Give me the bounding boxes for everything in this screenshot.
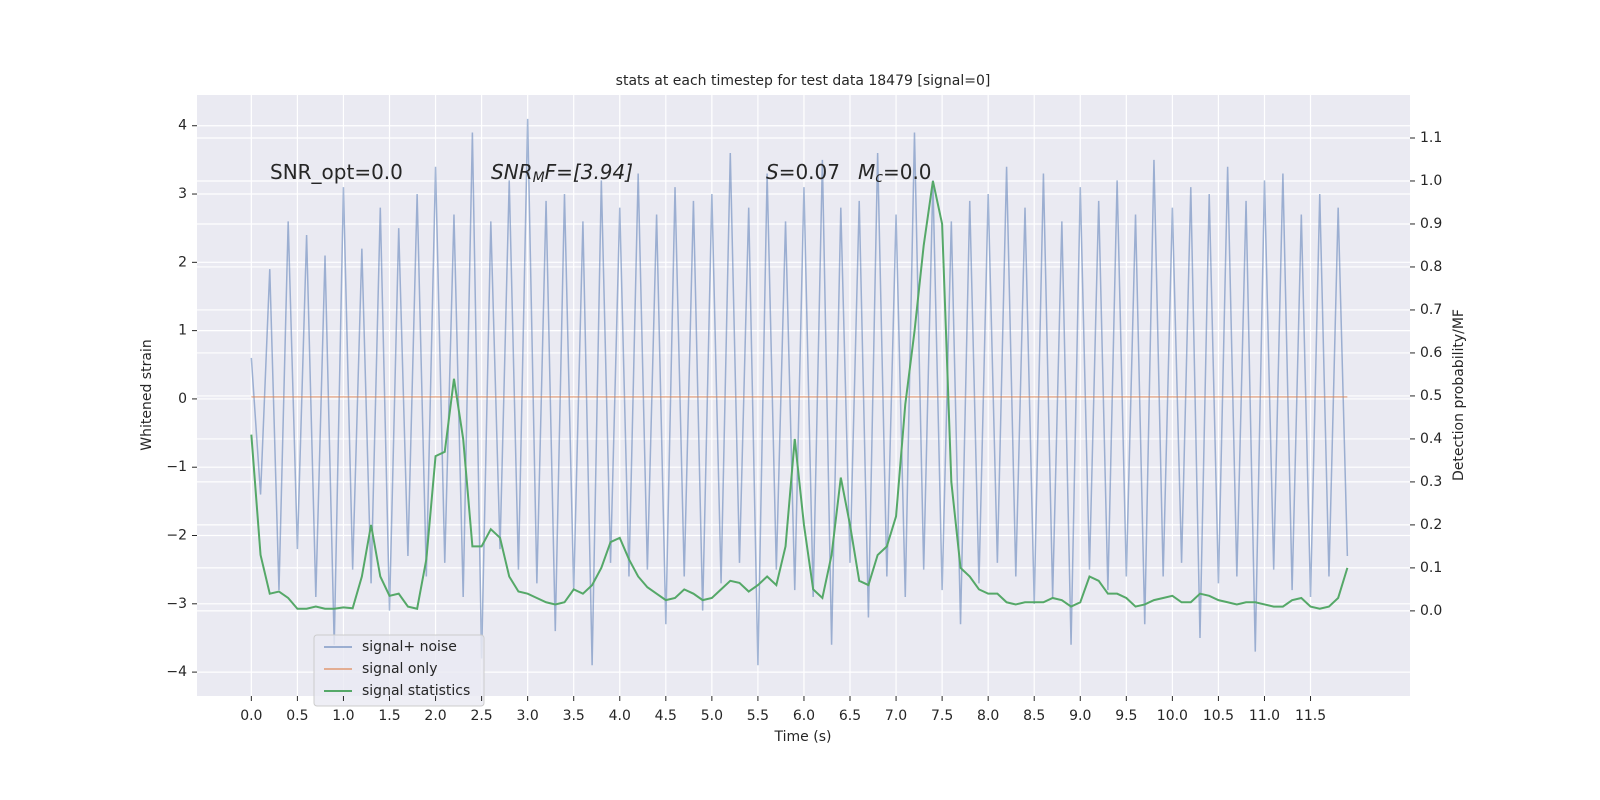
x-tick-label: 5.0 [701,708,723,724]
annotation-part: F=[3.94] [545,160,633,184]
x-tick-label: 7.0 [885,708,907,724]
y-axis-label: Whitened strain [139,339,155,450]
annotation-part: M [533,170,545,186]
y-tick-label: −2 [166,528,187,544]
x-tick-label: 7.5 [931,708,953,724]
x-tick-label: 10.5 [1203,708,1234,724]
x-tick-label: 8.5 [1023,708,1045,724]
annotation-part: SNR [491,160,533,184]
annotation-part: SNR_opt=0.0 [270,160,403,184]
x-tick-label: 3.5 [563,708,585,724]
x-tick-label: 11.0 [1249,708,1280,724]
y2-tick-label: 0.8 [1420,259,1442,275]
x-tick-label: 4.5 [655,708,677,724]
x-tick-label: 3.0 [517,708,539,724]
x-tick-label: 0.5 [286,708,308,724]
y-tick-label: 4 [178,118,187,134]
y-tick-label: −1 [166,459,187,475]
x-tick-label: 1.5 [378,708,400,724]
y-tick-label: 1 [178,323,187,339]
y2-tick-label: 0.3 [1420,474,1442,490]
y-tick-label: −4 [166,664,187,680]
y2-tick-label: 1.0 [1420,173,1442,189]
legend-label: signal+ noise [362,639,457,655]
annotation: SNRMF=[3.94] [491,160,633,187]
legend: signal+ noise signal only signal statistic… [313,634,485,707]
legend-box [313,634,485,707]
annotation-part: S [766,160,779,184]
y2-tick-label: 0.9 [1420,216,1442,232]
y-tick-label: −3 [166,596,187,612]
y2-tick-label: 0.5 [1420,388,1442,404]
y2-axis-label: Detection probability/MF [1451,309,1467,481]
annotation-part: M [858,160,875,184]
x-tick-label: 11.5 [1295,708,1326,724]
annotation-part: =0.07 [779,160,840,184]
marks [250,118,1349,666]
y-tick-label: 0 [178,391,187,407]
y2-tick-label: 0.1 [1420,560,1442,576]
x-tick-label: 8.0 [977,708,999,724]
y2-tick-label: 0.2 [1420,517,1442,533]
x-tick-label: 6.0 [793,708,815,724]
y2-tick-label: 0.4 [1420,431,1442,447]
x-tick-label: 4.0 [609,708,631,724]
annotation: SNR_opt=0.0 [270,160,403,184]
y2-tick-label: 0.7 [1420,302,1442,318]
x-tick-label: 5.5 [747,708,769,724]
x-tick-label: 0.0 [240,708,262,724]
legend-label: signal only [362,661,437,677]
chart-title: stats at each timestep for test data 184… [616,73,991,89]
x-tick-label: 10.0 [1157,708,1188,724]
annotation: Mc=0.0 [858,160,932,187]
y2-tick-label: 1.1 [1420,130,1442,146]
x-tick-label: 9.5 [1115,708,1137,724]
annotation-part: =0.0 [883,160,932,184]
y2-tick-label: 0.6 [1420,345,1442,361]
annotation: S=0.07 [766,160,840,184]
x-tick-label: 1.0 [332,708,354,724]
legend-label: signal statistics [362,683,470,699]
x-tick-label: 2.0 [424,708,446,724]
line-series [250,180,1349,610]
line-series [250,118,1349,666]
y-tick-label: 3 [178,186,187,202]
y2-tick-label: 0.0 [1420,603,1442,619]
x-tick-label: 6.5 [839,708,861,724]
annotation-part: c [875,170,883,186]
x-tick-label: 2.5 [470,708,492,724]
y-tick-label: 2 [178,254,187,270]
x-axis-label: Time (s) [774,729,832,745]
x-tick-label: 9.0 [1069,708,1091,724]
